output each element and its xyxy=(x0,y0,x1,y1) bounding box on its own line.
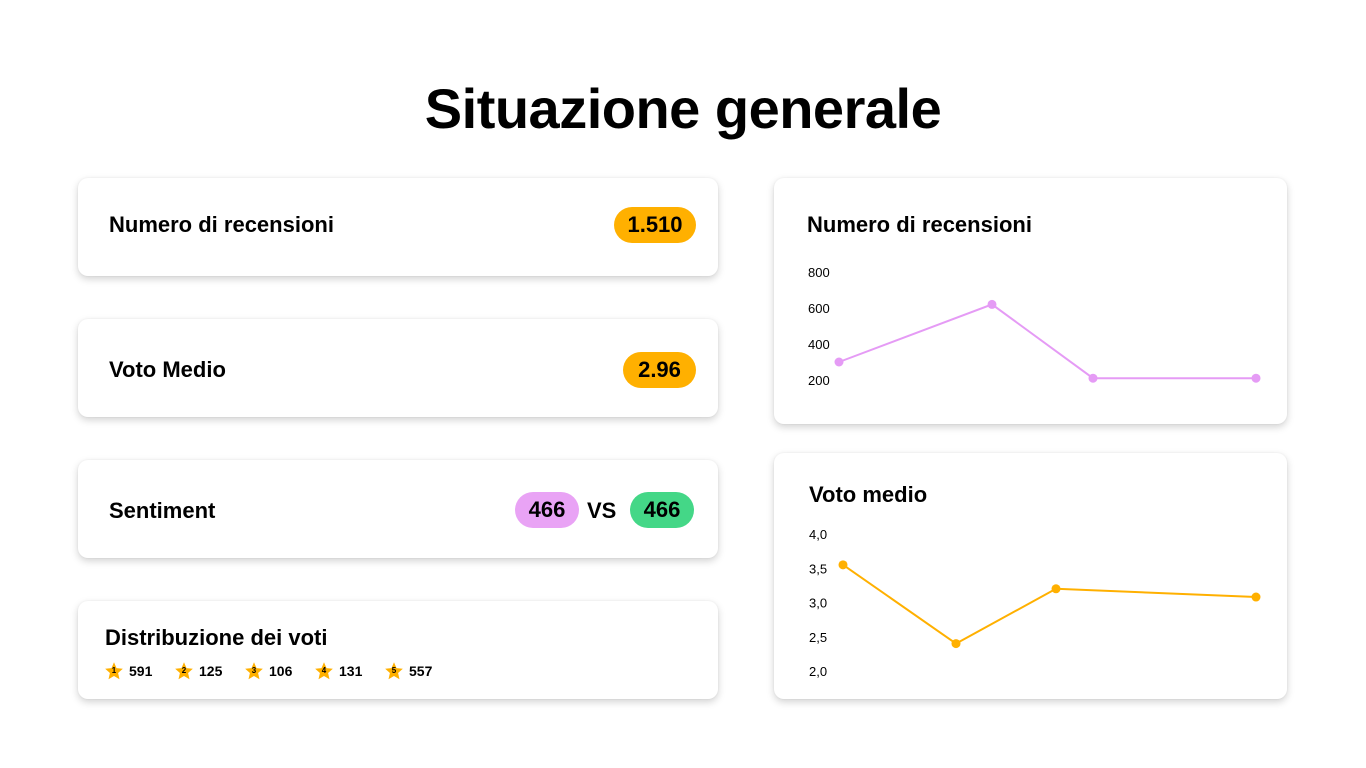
star-icon: 1 xyxy=(104,661,124,681)
reviews-chart-card: Numero di recensioni 800 600 400 200 xyxy=(774,178,1287,424)
star-number: 4 xyxy=(321,666,327,675)
series-line xyxy=(838,303,1256,380)
rating-count: 591 xyxy=(129,663,153,679)
y-tick-label: 2,0 xyxy=(809,664,827,679)
data-point xyxy=(1251,373,1261,383)
star-icon: 2 xyxy=(174,661,194,681)
sentiment-positive-badge: 466 xyxy=(630,492,694,528)
page-title: Situazione generale xyxy=(424,76,942,140)
rating-distribution-item: 2 125 xyxy=(174,661,244,681)
reviews-count-card: Numero di recensioni 1.510 xyxy=(78,178,718,276)
data-point xyxy=(951,639,961,649)
rating-count: 131 xyxy=(339,663,363,679)
y-tick-label: 400 xyxy=(808,337,830,352)
star-icon: 5 xyxy=(384,661,404,681)
y-tick-label: 200 xyxy=(808,373,830,388)
reviews-count-badge: 1.510 xyxy=(614,207,696,243)
y-tick-label: 3,5 xyxy=(809,561,827,576)
rating-chart-title: Voto medio xyxy=(809,482,928,507)
sentiment-vs-label: VS xyxy=(587,498,617,523)
star-number: 5 xyxy=(391,666,397,675)
rating-line-chart: 4,0 3,5 3,0 2,5 2,0 xyxy=(809,527,1261,679)
data-point xyxy=(987,299,997,309)
data-point xyxy=(1088,373,1098,383)
rating-count: 557 xyxy=(409,663,433,679)
y-tick-label: 2,5 xyxy=(809,630,827,645)
data-point xyxy=(1051,584,1061,594)
y-tick-label: 3,0 xyxy=(809,596,827,611)
sentiment-negative-badge: 466 xyxy=(515,492,579,528)
star-icon: 3 xyxy=(244,661,264,681)
rating-count: 125 xyxy=(199,663,223,679)
rating-distribution-title: Distribuzione dei voti xyxy=(105,625,328,650)
data-point xyxy=(834,357,844,367)
rating-distribution-item: 3 106 xyxy=(244,661,314,681)
star-number: 2 xyxy=(181,666,187,675)
rating-distribution-list: 1 591 2 125 3 106 4 131 xyxy=(104,661,454,681)
reviews-count-label: Numero di recensioni xyxy=(109,212,334,237)
rating-distribution-card: Distribuzione dei voti 1 591 2 125 3 106 xyxy=(78,601,718,699)
data-point xyxy=(838,560,848,570)
reviews-chart-title: Numero di recensioni xyxy=(807,212,1032,237)
rating-distribution-item: 5 557 xyxy=(384,661,454,681)
star-icon: 4 xyxy=(314,661,334,681)
average-rating-badge: 2.96 xyxy=(623,352,696,388)
rating-count: 106 xyxy=(269,663,293,679)
y-tick-label: 600 xyxy=(808,301,830,316)
reviews-line-chart: 800 600 400 200 xyxy=(808,265,1261,388)
series-line xyxy=(842,564,1257,645)
rating-distribution-item: 4 131 xyxy=(314,661,384,681)
y-tick-label: 800 xyxy=(808,265,830,280)
y-tick-label: 4,0 xyxy=(809,527,827,542)
sentiment-label: Sentiment xyxy=(109,498,216,523)
star-number: 3 xyxy=(251,666,257,675)
average-rating-card: Voto Medio 2.96 xyxy=(78,319,718,417)
data-point xyxy=(1251,592,1261,602)
sentiment-card: Sentiment 466 VS 466 xyxy=(78,460,718,558)
rating-chart-card: Voto medio 4,0 3,5 3,0 2,5 2,0 xyxy=(774,453,1287,699)
rating-distribution-item: 1 591 xyxy=(104,661,174,681)
average-rating-label: Voto Medio xyxy=(109,357,226,382)
star-number: 1 xyxy=(111,666,117,675)
